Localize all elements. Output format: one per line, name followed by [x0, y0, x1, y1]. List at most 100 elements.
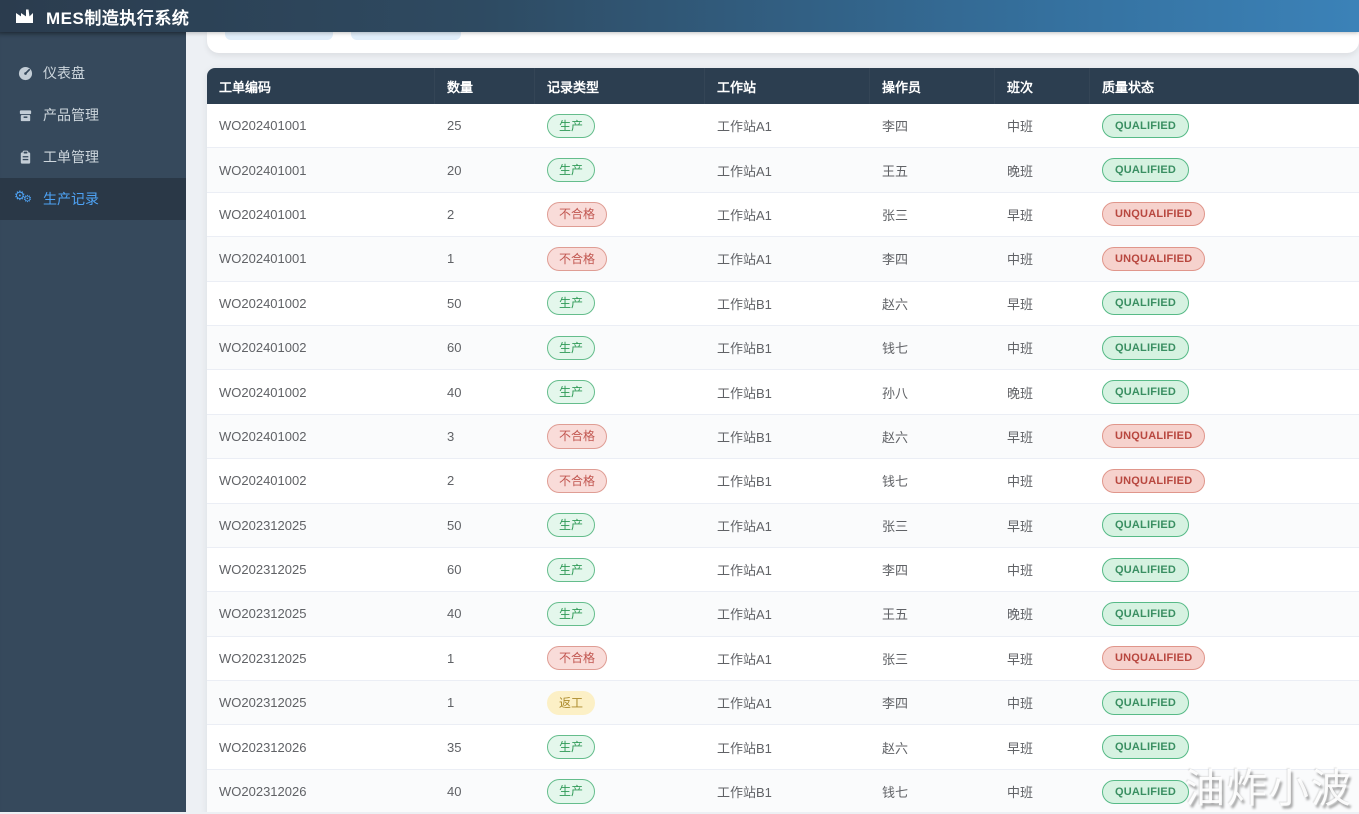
operator-cell: 钱七 — [870, 459, 995, 502]
station-cell: 工作站B1 — [705, 415, 870, 458]
quality-cell: QUALIFIED — [1090, 681, 1359, 724]
record-type-badge: 返工 — [547, 691, 595, 715]
record-type-cell: 生产 — [535, 548, 705, 591]
record-type-badge: 生产 — [547, 558, 595, 582]
record-type-badge: 不合格 — [547, 247, 607, 271]
record-type-badge: 生产 — [547, 291, 595, 315]
work-order-cell: WO202401001 — [207, 104, 435, 147]
quality-cell: QUALIFIED — [1090, 770, 1359, 812]
station-cell: 工作站A1 — [705, 548, 870, 591]
work-order-cell: WO202312025 — [207, 548, 435, 591]
station-cell: 工作站A1 — [705, 104, 870, 147]
record-type-badge: 生产 — [547, 513, 595, 537]
station-cell: 工作站A1 — [705, 237, 870, 280]
record-type-badge: 不合格 — [547, 202, 607, 226]
station-cell: 工作站A1 — [705, 193, 870, 236]
operator-cell: 李四 — [870, 104, 995, 147]
shift-cell: 中班 — [995, 770, 1090, 812]
work-order-cell: WO202312025 — [207, 504, 435, 547]
quality-status-badge: UNQUALIFIED — [1102, 202, 1205, 226]
record-type-cell: 生产 — [535, 148, 705, 191]
work-order-cell: WO202401001 — [207, 193, 435, 236]
sidebar-item-dashboard[interactable]: 仪表盘 — [0, 52, 186, 94]
shift-cell: 中班 — [995, 681, 1090, 724]
sidebar-item-products[interactable]: 产品管理 — [0, 94, 186, 136]
sidebar-item-work-orders[interactable]: 工单管理 — [0, 136, 186, 178]
record-type-badge: 不合格 — [547, 424, 607, 448]
shift-cell: 晚班 — [995, 592, 1090, 635]
station-cell: 工作站A1 — [705, 592, 870, 635]
sidebar-item-label: 产品管理 — [43, 105, 99, 125]
column-header-shift: 班次 — [995, 68, 1090, 104]
shift-cell: 晚班 — [995, 148, 1090, 191]
record-type-cell: 不合格 — [535, 237, 705, 280]
quantity-cell: 35 — [435, 725, 535, 768]
shift-cell: 早班 — [995, 637, 1090, 680]
station-cell: 工作站A1 — [705, 637, 870, 680]
sidebar-item-label: 工单管理 — [43, 147, 99, 167]
quality-status-badge: UNQUALIFIED — [1102, 469, 1205, 493]
record-type-badge: 不合格 — [547, 646, 607, 670]
operator-cell: 张三 — [870, 193, 995, 236]
product-box-icon — [17, 107, 33, 123]
record-type-cell: 不合格 — [535, 637, 705, 680]
column-header-record-type: 记录类型 — [535, 68, 705, 104]
work-order-cell: WO202312025 — [207, 681, 435, 724]
filter-input-stub-2[interactable] — [351, 32, 461, 40]
quality-status-badge: UNQUALIFIED — [1102, 424, 1205, 448]
shift-cell: 中班 — [995, 459, 1090, 502]
operator-cell: 钱七 — [870, 326, 995, 369]
quality-cell: QUALIFIED — [1090, 504, 1359, 547]
sidebar-item-production-records[interactable]: ⚙⚙ 生产记录 — [0, 178, 186, 220]
shift-cell: 早班 — [995, 282, 1090, 325]
quality-cell: QUALIFIED — [1090, 326, 1359, 369]
filter-card — [207, 32, 1359, 53]
sidebar-item-label: 生产记录 — [43, 189, 99, 209]
record-type-badge: 生产 — [547, 336, 595, 360]
shift-cell: 中班 — [995, 326, 1090, 369]
record-type-badge: 生产 — [547, 158, 595, 182]
quantity-cell: 50 — [435, 282, 535, 325]
quality-status-badge: QUALIFIED — [1102, 336, 1189, 360]
station-cell: 工作站A1 — [705, 681, 870, 724]
quality-status-badge: QUALIFIED — [1102, 735, 1189, 759]
record-type-badge: 生产 — [547, 602, 595, 626]
sidebar-item-label: 仪表盘 — [43, 63, 85, 83]
shift-cell: 早班 — [995, 504, 1090, 547]
quantity-cell: 3 — [435, 415, 535, 458]
filter-input-stub-1[interactable] — [225, 32, 333, 40]
quantity-cell: 20 — [435, 148, 535, 191]
record-type-badge: 生产 — [547, 380, 595, 404]
record-type-badge: 生产 — [547, 735, 595, 759]
quantity-cell: 60 — [435, 548, 535, 591]
station-cell: 工作站A1 — [705, 148, 870, 191]
quality-cell: QUALIFIED — [1090, 592, 1359, 635]
quantity-cell: 1 — [435, 237, 535, 280]
shift-cell: 早班 — [995, 415, 1090, 458]
operator-cell: 赵六 — [870, 725, 995, 768]
record-type-badge: 生产 — [547, 114, 595, 138]
column-header-quantity: 数量 — [435, 68, 535, 104]
gauge-icon — [17, 65, 33, 81]
quantity-cell: 40 — [435, 592, 535, 635]
production-records-table: 工单编码 数量 记录类型 工作站 操作员 班次 质量状态 WO202401001… — [207, 68, 1359, 812]
quantity-cell: 50 — [435, 504, 535, 547]
record-type-cell: 不合格 — [535, 459, 705, 502]
quality-status-badge: QUALIFIED — [1102, 780, 1189, 804]
quality-cell: QUALIFIED — [1090, 104, 1359, 147]
shift-cell: 早班 — [995, 725, 1090, 768]
record-type-badge: 生产 — [547, 779, 595, 803]
operator-cell: 张三 — [870, 504, 995, 547]
app-title: MES制造执行系统 — [46, 4, 189, 29]
station-cell: 工作站B1 — [705, 282, 870, 325]
sidebar: 仪表盘 产品管理 工单管理 ⚙⚙ 生产记录 — [0, 32, 186, 812]
quality-status-badge: QUALIFIED — [1102, 602, 1189, 626]
record-type-cell: 生产 — [535, 326, 705, 369]
record-type-badge: 不合格 — [547, 469, 607, 493]
